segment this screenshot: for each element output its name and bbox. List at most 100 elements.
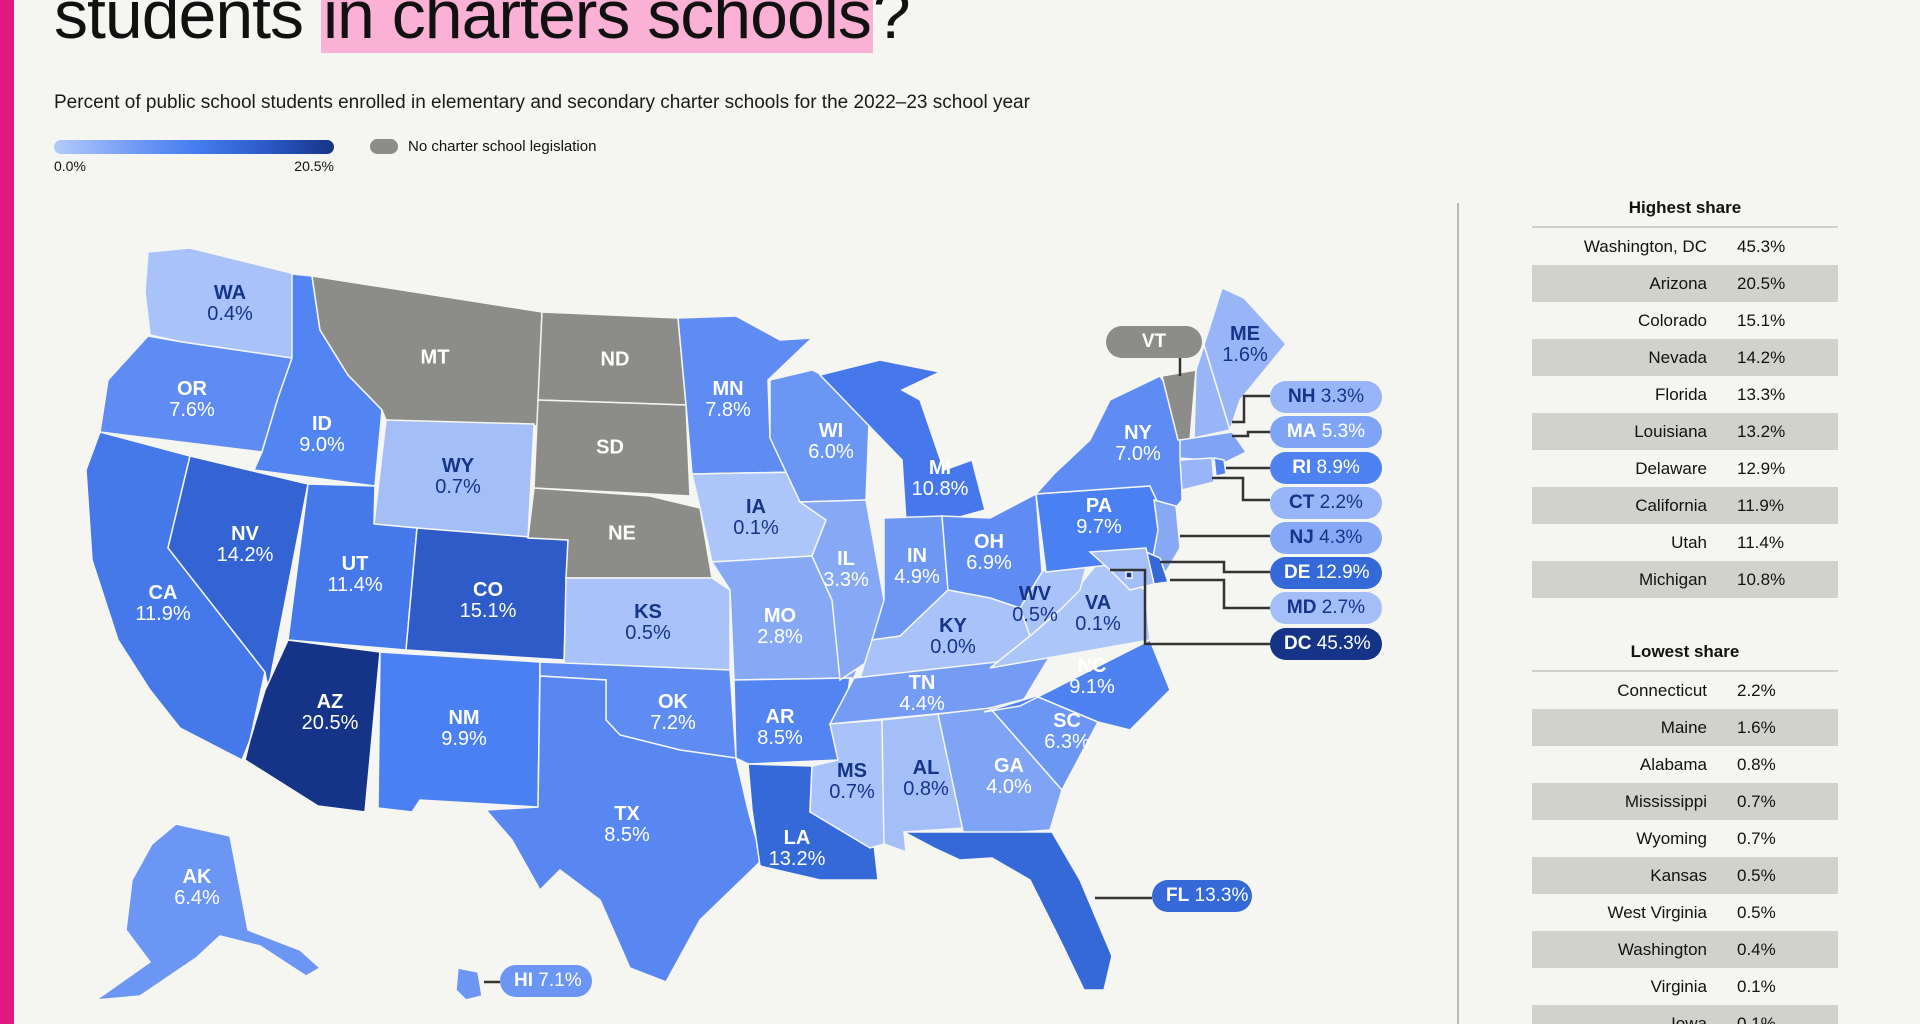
state-KS[interactable] bbox=[563, 577, 731, 671]
state-NV[interactable] bbox=[167, 455, 309, 691]
table-row: Washington 0.4% bbox=[1532, 931, 1838, 968]
label-NE: NE bbox=[608, 522, 636, 545]
table-row: Arizona 20.5% bbox=[1532, 265, 1838, 302]
state-GA[interactable] bbox=[937, 707, 1063, 837]
label-AK: AK 6.4% bbox=[174, 866, 220, 909]
label-WA: WA 0.4% bbox=[207, 282, 253, 325]
callout-VT[interactable]: VT bbox=[1106, 326, 1202, 358]
table-row: Delaware 12.9% bbox=[1635, 458, 1786, 478]
label-NY: NY 7.0% bbox=[1115, 422, 1161, 465]
callout-DC[interactable]: DC 45.3% bbox=[1270, 628, 1382, 660]
callout-MD[interactable]: MD 2.7% bbox=[1270, 592, 1382, 624]
label-PA: PA 9.7% bbox=[1076, 495, 1122, 538]
label-MI: MI 10.8% bbox=[911, 457, 969, 500]
state-MA[interactable] bbox=[1179, 431, 1248, 463]
label-ND: ND bbox=[600, 348, 630, 371]
table-row: Wyoming 0.7% bbox=[1636, 828, 1776, 848]
table-row: Mississippi 0.7% bbox=[1532, 783, 1838, 820]
label-TX: TX 8.5% bbox=[604, 803, 650, 846]
label-SC: SC 6.3% bbox=[1044, 710, 1090, 753]
table-row: Michigan 10.8% bbox=[1532, 561, 1838, 598]
highest-share-title: Highest share bbox=[1532, 198, 1838, 228]
label-KY: KY 0.0% bbox=[930, 615, 976, 658]
callout-lines bbox=[484, 356, 1270, 984]
label-AL: AL 0.8% bbox=[903, 757, 949, 800]
state-SD[interactable] bbox=[533, 399, 691, 497]
label-MN: MN 7.8% bbox=[705, 378, 751, 421]
title-highlight: in charters schools bbox=[320, 0, 873, 53]
label-NC: NC 9.1% bbox=[1069, 655, 1115, 698]
gray-swatch bbox=[370, 139, 398, 154]
label-UT: UT 11.4% bbox=[327, 553, 383, 596]
callout-MA[interactable]: MA 5.3% bbox=[1270, 416, 1382, 448]
map-shapes bbox=[85, 247, 1287, 1002]
state-MI[interactable] bbox=[818, 359, 986, 523]
subtitle: Percent of public school students enroll… bbox=[54, 92, 1030, 113]
label-CO: CO 15.1% bbox=[459, 579, 517, 622]
page-title: students in charters schools? bbox=[54, 0, 911, 60]
state-ME[interactable] bbox=[1203, 286, 1287, 433]
label-AR: AR 8.5% bbox=[757, 706, 803, 749]
table-row: Maine 1.6% bbox=[1532, 709, 1838, 746]
state-NC[interactable] bbox=[983, 638, 1171, 731]
state-HI[interactable] bbox=[455, 967, 483, 1001]
accent-bar bbox=[0, 0, 14, 1024]
state-IL[interactable] bbox=[797, 499, 885, 682]
table-row: Kansas 0.5% bbox=[1532, 857, 1838, 894]
callout-NJ[interactable]: NJ 4.3% bbox=[1270, 522, 1382, 554]
callout-HI[interactable]: HI 7.1% bbox=[500, 965, 592, 997]
no-legislation-legend: No charter school legislation bbox=[370, 138, 596, 155]
label-OR: OR 7.6% bbox=[169, 378, 215, 421]
panel-divider bbox=[1457, 203, 1459, 1024]
label-ID: ID 9.0% bbox=[299, 413, 345, 456]
state-TX[interactable] bbox=[484, 675, 763, 983]
label-WV: WV 0.5% bbox=[1012, 583, 1058, 626]
lowest-share-table: Lowest share Connecticut 2.2% Maine 1.6% A… bbox=[1532, 642, 1838, 1024]
callout-DE[interactable]: DE 12.9% bbox=[1270, 557, 1382, 589]
highest-share-table: Highest share Washington, DC 45.3% Arizon… bbox=[1532, 198, 1838, 598]
callout-CT[interactable]: CT 2.2% bbox=[1270, 487, 1382, 519]
table-row: Connecticut 2.2% bbox=[1617, 680, 1776, 700]
label-TN: TN 4.4% bbox=[899, 672, 945, 715]
callout-RI[interactable]: RI 8.9% bbox=[1270, 452, 1382, 484]
state-MN[interactable] bbox=[677, 315, 815, 475]
label-IL: IL 3.3% bbox=[823, 548, 869, 591]
callout-FL[interactable]: FL 13.3% bbox=[1152, 880, 1252, 912]
callout-NH[interactable]: NH 3.3% bbox=[1270, 381, 1382, 413]
label-CA: CA 11.9% bbox=[135, 582, 191, 625]
table-row: Utah 11.4% bbox=[1671, 532, 1784, 552]
state-RI[interactable] bbox=[1213, 457, 1227, 477]
state-AK[interactable] bbox=[93, 823, 322, 1002]
table-row: Alabama 0.8% bbox=[1639, 754, 1776, 774]
table-row: Florida 13.3% bbox=[1655, 384, 1786, 404]
state-AR[interactable] bbox=[733, 677, 851, 765]
table-row: California 11.9% bbox=[1532, 487, 1838, 524]
state-DC[interactable] bbox=[1125, 571, 1133, 579]
color-scale-legend: 0.0% 20.5% bbox=[54, 140, 334, 174]
table-row: Colorado 15.1% bbox=[1638, 310, 1786, 330]
label-KS: KS 0.5% bbox=[625, 601, 671, 644]
label-NV: NV 14.2% bbox=[216, 523, 274, 566]
label-OK: OK 7.2% bbox=[650, 691, 696, 734]
label-IA: IA 0.1% bbox=[733, 496, 779, 539]
label-IN: IN 4.9% bbox=[894, 545, 940, 588]
legend-max: 20.5% bbox=[294, 158, 334, 174]
state-NJ[interactable] bbox=[1151, 498, 1181, 574]
label-MO: MO 2.8% bbox=[757, 605, 803, 648]
state-FL[interactable] bbox=[903, 831, 1113, 991]
table-row: Washington, DC 45.3% bbox=[1583, 236, 1786, 256]
label-VA: VA 0.1% bbox=[1075, 592, 1121, 635]
label-NM: NM 9.9% bbox=[441, 707, 487, 750]
label-MS: MS 0.7% bbox=[829, 760, 875, 803]
label-AZ: AZ 20.5% bbox=[301, 691, 359, 734]
label-LA: LA 13.2% bbox=[768, 827, 826, 870]
label-MT: MT bbox=[420, 346, 450, 369]
table-row: Virginia 0.1% bbox=[1650, 976, 1776, 996]
gradient-bar bbox=[54, 140, 334, 154]
state-AZ[interactable] bbox=[244, 639, 381, 813]
table-row: Nevada 14.2% bbox=[1532, 339, 1838, 376]
table-row: West Virginia 0.5% bbox=[1607, 902, 1776, 922]
label-WI: WI 6.0% bbox=[808, 420, 854, 463]
us-choropleth-map: WA 0.4% OR 7.6% CA 11.9% ID 9.0% NV 14.2% MT … bbox=[85, 247, 1382, 1002]
state-CT[interactable] bbox=[1179, 457, 1215, 491]
